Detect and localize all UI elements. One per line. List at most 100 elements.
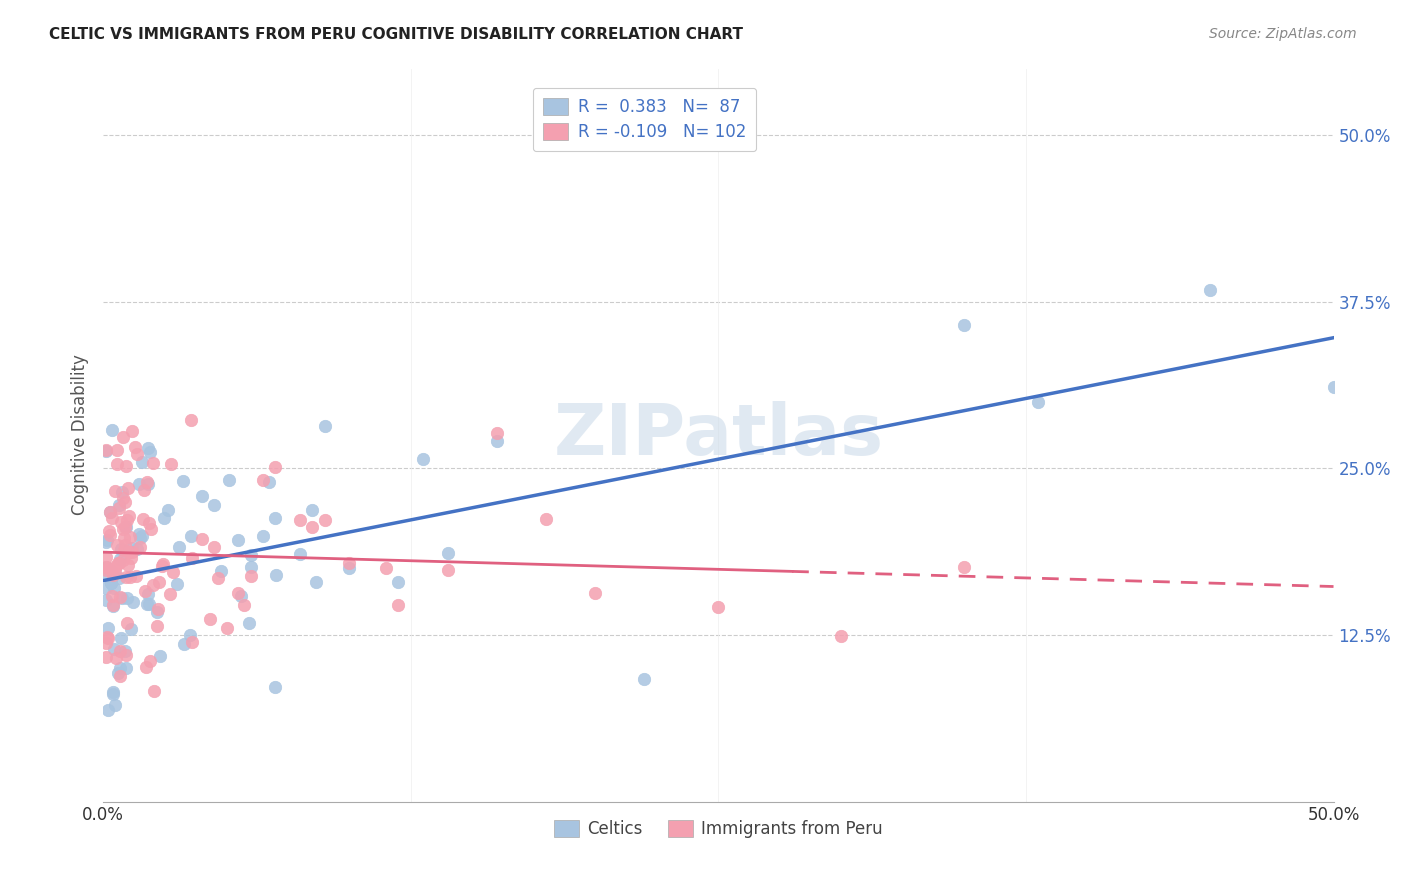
- Point: [173, 637, 195, 651]
- Point: [149, 648, 172, 663]
- Point: [202, 499, 225, 513]
- Point: [218, 473, 240, 487]
- Point: [121, 541, 143, 555]
- Point: [167, 541, 190, 555]
- Point: [101, 423, 124, 437]
- Point: [180, 413, 202, 427]
- Point: [436, 545, 458, 559]
- Point: [136, 442, 159, 456]
- Point: [111, 485, 134, 500]
- Point: [94, 636, 117, 650]
- Point: [485, 425, 508, 440]
- Point: [159, 587, 181, 601]
- Point: [108, 498, 131, 512]
- Point: [252, 529, 274, 543]
- Point: [118, 509, 141, 524]
- Point: [125, 447, 148, 461]
- Point: [105, 457, 128, 471]
- Point: [108, 590, 131, 604]
- Point: [104, 559, 127, 574]
- Point: [337, 556, 360, 570]
- Point: [114, 648, 136, 662]
- Point: [264, 510, 287, 524]
- Point: [128, 527, 150, 541]
- Point: [138, 587, 160, 601]
- Point: [100, 589, 122, 603]
- Point: [231, 589, 253, 603]
- Point: [110, 591, 132, 605]
- Point: [94, 593, 117, 607]
- Point: [108, 669, 131, 683]
- Point: [94, 550, 117, 565]
- Point: [115, 570, 138, 584]
- Point: [112, 543, 135, 558]
- Point: [146, 602, 169, 616]
- Point: [485, 434, 508, 449]
- Point: [125, 568, 148, 582]
- Y-axis label: Cognitive Disability: Cognitive Disability: [72, 355, 89, 516]
- Point: [97, 632, 120, 646]
- Point: [115, 458, 138, 473]
- Point: [110, 632, 132, 646]
- Point: [112, 430, 135, 444]
- Point: [264, 680, 287, 694]
- Point: [238, 615, 260, 630]
- Point: [103, 642, 125, 657]
- Point: [108, 556, 131, 570]
- Point: [288, 547, 311, 561]
- Point: [138, 597, 160, 611]
- Point: [239, 559, 262, 574]
- Point: [314, 513, 336, 527]
- Point: [138, 516, 160, 530]
- Point: [100, 564, 122, 578]
- Point: [191, 489, 214, 503]
- Point: [94, 443, 117, 458]
- Point: [110, 515, 132, 529]
- Legend: Celtics, Immigrants from Peru: Celtics, Immigrants from Peru: [547, 813, 890, 845]
- Point: [387, 575, 409, 590]
- Point: [207, 571, 229, 585]
- Point: [94, 560, 117, 574]
- Point: [146, 619, 169, 633]
- Point: [830, 629, 852, 643]
- Point: [110, 644, 132, 658]
- Point: [337, 561, 360, 575]
- Point: [107, 500, 129, 515]
- Point: [111, 553, 134, 567]
- Point: [98, 505, 121, 519]
- Point: [209, 564, 232, 578]
- Point: [114, 661, 136, 675]
- Point: [257, 475, 280, 489]
- Point: [94, 563, 117, 577]
- Point: [583, 586, 606, 600]
- Point: [152, 557, 174, 571]
- Text: CELTIC VS IMMIGRANTS FROM PERU COGNITIVE DISABILITY CORRELATION CHART: CELTIC VS IMMIGRANTS FROM PERU COGNITIVE…: [49, 27, 744, 42]
- Point: [240, 548, 263, 562]
- Point: [191, 532, 214, 546]
- Point: [131, 529, 153, 543]
- Point: [1026, 395, 1049, 409]
- Point: [114, 644, 136, 658]
- Point: [288, 513, 311, 527]
- Point: [131, 454, 153, 468]
- Point: [1322, 380, 1344, 394]
- Point: [108, 552, 131, 566]
- Point: [97, 524, 120, 539]
- Point: [120, 622, 142, 636]
- Point: [96, 560, 118, 574]
- Point: [166, 577, 188, 591]
- Point: [301, 520, 323, 534]
- Point: [107, 665, 129, 680]
- Point: [264, 460, 287, 475]
- Point: [160, 458, 183, 472]
- Point: [115, 615, 138, 630]
- Point: [101, 598, 124, 612]
- Text: Source: ZipAtlas.com: Source: ZipAtlas.com: [1209, 27, 1357, 41]
- Point: [96, 631, 118, 645]
- Point: [94, 581, 117, 595]
- Point: [128, 531, 150, 545]
- Point: [707, 599, 730, 614]
- Point: [115, 520, 138, 534]
- Point: [121, 545, 143, 559]
- Point: [111, 491, 134, 506]
